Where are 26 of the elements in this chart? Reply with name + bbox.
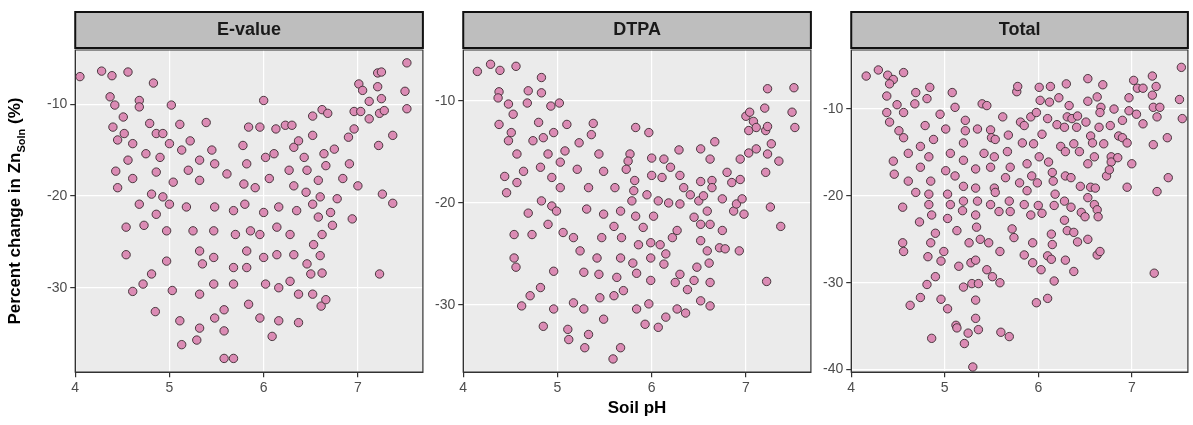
- y-tick-label: -40: [823, 360, 844, 377]
- y-tick-label: -30: [47, 278, 68, 295]
- y-tick-label: -30: [823, 273, 844, 290]
- x-tick-label: 5: [165, 379, 174, 396]
- y-tick-label: -20: [435, 193, 456, 210]
- y-tick-label: -20: [47, 186, 68, 203]
- x-tick-label: 6: [259, 379, 268, 396]
- x-tick-label: 6: [647, 379, 656, 396]
- y-tick-label: -20: [823, 186, 844, 203]
- x-tick-label: 6: [1034, 379, 1043, 396]
- y-tick-label: -10: [435, 91, 456, 108]
- chart-title: Total: [998, 18, 1041, 39]
- chart-title: DTPA: [613, 18, 661, 39]
- x-tick-label: 4: [459, 379, 468, 396]
- x-tick-label: 7: [353, 379, 362, 396]
- x-tick-label: 4: [847, 379, 856, 396]
- x-tick-label: 7: [741, 379, 750, 396]
- chart-title: E-value: [217, 18, 282, 39]
- x-axis-title: Soil pH: [607, 398, 667, 418]
- x-tick-label: 5: [553, 379, 562, 396]
- x-tick-label: 5: [940, 379, 949, 396]
- y-tick-label: -10: [823, 99, 844, 116]
- y-tick-label: -30: [435, 295, 456, 312]
- x-tick-label: 4: [71, 379, 80, 396]
- x-tick-label: 7: [1127, 379, 1136, 396]
- y-tick-label: -10: [47, 95, 68, 112]
